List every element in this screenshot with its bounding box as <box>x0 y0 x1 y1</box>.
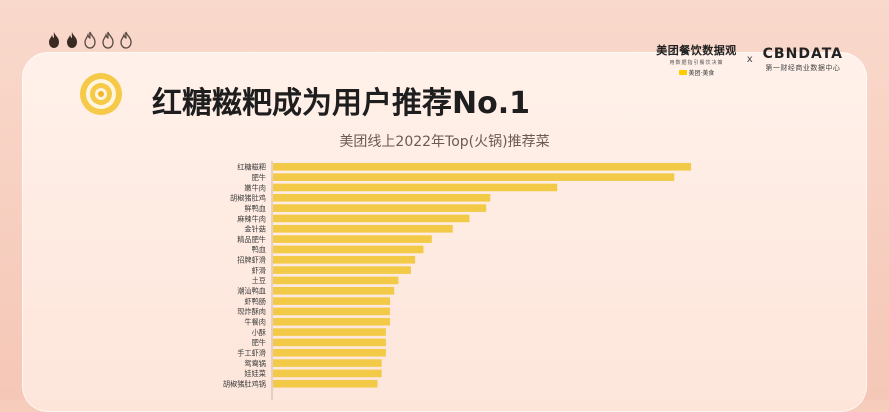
heat-rating <box>46 31 134 49</box>
y-tick-label: 牛餐肉 <box>244 318 266 327</box>
y-tick-label: 小酥 <box>252 328 266 337</box>
y-tick-label: 招牌虾滑 <box>237 256 266 265</box>
flame-icon <box>49 32 59 48</box>
y-tick-label: 精品肥牛 <box>237 235 266 244</box>
meituan-logo-brand-row: 美团·美食 <box>678 68 715 77</box>
flame-icon <box>120 31 132 49</box>
page-title: 红糖糍粑成为用户推荐No.1 <box>152 86 530 121</box>
bar <box>273 224 453 233</box>
bar <box>273 286 395 295</box>
bar <box>273 328 386 336</box>
meituan-logo-brand: 美团·美食 <box>688 70 715 77</box>
bar <box>273 307 391 316</box>
cbndata-logo: CBNDATA 第一财经商业数据中心 <box>763 46 843 73</box>
bar-chart: 红糖糍粑肥牛嫩牛肉胡椒猪肚鸡鲜鸭血麻辣牛肉金针菇精品肥牛鸭血招牌虾滑虾滑土豆潮汕… <box>223 161 691 400</box>
bar <box>273 276 399 285</box>
y-tick-label: 鸳鸯锅 <box>244 359 266 368</box>
bar <box>273 379 378 388</box>
bar <box>273 183 558 192</box>
y-tick-label: 手工虾滑 <box>237 349 266 358</box>
bar <box>273 297 391 305</box>
y-tick-label: 娃娃菜 <box>244 369 266 378</box>
bar <box>273 204 487 212</box>
bar <box>273 214 470 223</box>
y-tick-label: 虾鸭肠 <box>244 297 266 306</box>
bar <box>273 359 382 367</box>
flame-icon <box>67 32 77 48</box>
target-icon <box>80 73 122 115</box>
flame-icon <box>102 31 114 49</box>
meituan-logo-name: 美团餐饮数据观 <box>656 44 737 57</box>
bar <box>273 338 386 347</box>
meituan-logo: 美团餐饮数据观 用数据指引餐饮决策 美团·美食 <box>656 42 737 77</box>
bar <box>273 266 411 274</box>
y-tick-label: 现炸酥肉 <box>237 307 266 316</box>
bar <box>273 163 691 171</box>
bar <box>273 369 382 378</box>
cbndata-logo-tagline: 第一财经商业数据中心 <box>765 64 841 72</box>
bar <box>273 255 416 264</box>
logo-separator: x <box>746 54 753 65</box>
y-tick-label: 肥牛 <box>252 338 266 347</box>
meituan-logo-tagline: 用数据指引餐饮决策 <box>669 60 724 66</box>
bar <box>273 235 432 243</box>
y-tick-label: 肥牛 <box>252 173 266 182</box>
bar <box>273 348 386 357</box>
y-tick-label: 嫩牛肉 <box>244 183 266 192</box>
y-tick-label: 胡椒猪肚鸡锅 <box>223 380 266 389</box>
y-tick-label: 红糖糍粑 <box>237 163 266 172</box>
flame-icon <box>84 31 96 49</box>
bar <box>273 245 424 254</box>
cbndata-logo-name: CBNDATA <box>762 46 843 62</box>
chart-title: 美团线上2022年Top(火锅)推荐菜 <box>339 134 550 150</box>
y-tick-label: 鸭血 <box>252 245 266 254</box>
y-tick-label: 虾滑 <box>252 266 266 275</box>
bar <box>273 317 391 326</box>
y-tick-label: 胡椒猪肚鸡 <box>230 194 266 203</box>
y-tick-label: 潮汕鸭血 <box>237 287 266 296</box>
y-tick-label: 鲜鸭血 <box>244 204 266 213</box>
bar <box>273 173 675 181</box>
y-tick-label: 金针菇 <box>244 225 266 234</box>
y-tick-label: 麻辣牛肉 <box>237 214 266 223</box>
y-tick-label: 土豆 <box>252 276 266 285</box>
bar <box>273 193 491 202</box>
brand-logos: 美团餐饮数据观 用数据指引餐饮决策 美团·美食 x CBNDATA 第一财经商业… <box>656 42 843 77</box>
meituan-mark-icon <box>678 70 687 75</box>
